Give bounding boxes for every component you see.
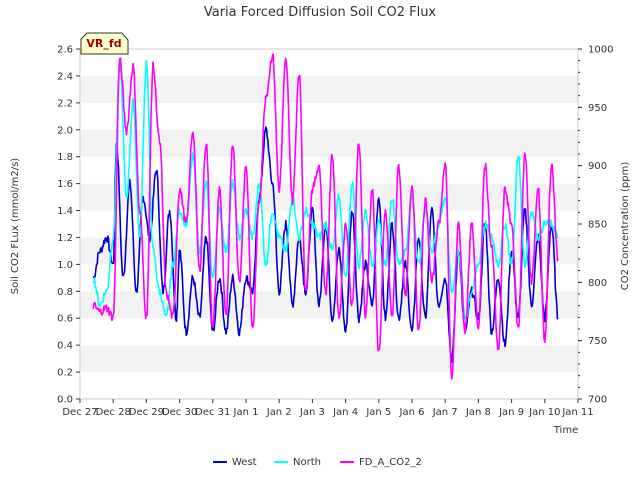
x-tick-label: Jan 3 xyxy=(299,407,325,418)
y-axis-label: Soil CO2 FLux (mmol/m2/s) xyxy=(10,158,21,295)
y2-tick-label: 900 xyxy=(588,161,607,172)
grid-band xyxy=(80,318,578,346)
series-layer xyxy=(92,53,559,380)
legend-label-fd-a-co2-2: FD_A_CO2_2 xyxy=(359,457,422,468)
x-tick-label: Jan 5 xyxy=(365,407,391,418)
x-tick-label: Dec 29 xyxy=(129,407,164,418)
legend-label-west: West xyxy=(232,457,257,468)
y2-tick-label: 950 xyxy=(588,103,607,114)
y-tick-label: 2.2 xyxy=(57,98,73,109)
grid-band xyxy=(80,49,578,76)
grid-band xyxy=(80,345,578,373)
badge-label: VR_fd xyxy=(86,37,121,50)
x-tick-label: Jan 10 xyxy=(528,407,560,418)
x-tick-label: Dec 28 xyxy=(96,407,131,418)
y2-tick-label: 1000 xyxy=(588,45,613,56)
y-tick-label: 2.6 xyxy=(57,45,73,56)
grid-band xyxy=(80,102,578,130)
x-tick-label: Jan 1 xyxy=(233,407,259,418)
legend-item-fd-a-co2-2: FD_A_CO2_2 xyxy=(340,457,422,468)
x-tick-label: Jan 6 xyxy=(399,407,425,418)
x-tick-label: Dec 27 xyxy=(62,407,97,418)
y2-axis-label: CO2 Concentration (ppm) xyxy=(620,162,631,291)
y-tick-label: 0.8 xyxy=(57,287,73,298)
badge-shape xyxy=(80,32,129,55)
y-tick-label: 2.4 xyxy=(57,71,73,82)
legend-item-north: North xyxy=(274,457,321,468)
series-line-fd-a-co2-2 xyxy=(92,53,559,380)
legend-item-west: West xyxy=(213,457,257,468)
grid-band xyxy=(80,75,578,103)
grid-band xyxy=(80,156,578,184)
vr-badge: VR_fd xyxy=(80,32,129,55)
x-tick-label: Jan 8 xyxy=(465,407,491,418)
y-tick-label: 1.2 xyxy=(57,233,73,244)
grid-band xyxy=(80,129,578,157)
x-tick-label: Jan 11 xyxy=(561,407,593,418)
y2-tick-label: 800 xyxy=(588,278,607,289)
y-tick-label: 1.6 xyxy=(57,179,73,190)
x-tick-label: Jan 9 xyxy=(498,407,524,418)
y2-tick-label: 700 xyxy=(588,395,607,406)
y-tick-label: 1.0 xyxy=(57,260,73,271)
y-tick-label: 1.8 xyxy=(57,152,73,163)
y-tick-label: 0.0 xyxy=(57,395,73,406)
x-tick-label: Jan 2 xyxy=(266,407,292,418)
x-tick-label: Dec 30 xyxy=(162,407,197,418)
grid-band xyxy=(80,372,578,399)
grid-band xyxy=(80,291,578,319)
axes: 0.0 0.2 0.4 0.6 0.8 1.0 1.2 1.4 1.6 1.8 2.0 2.2 2.4 2… xyxy=(57,45,613,419)
series-line-north xyxy=(92,57,559,320)
x-tick-label: Jan 4 xyxy=(332,407,358,418)
y-tick-label: 1.4 xyxy=(57,206,73,217)
y2-tick-label: 850 xyxy=(588,220,607,231)
chart-title: Varia Forced Diffusion Soil CO2 Flux xyxy=(204,5,437,20)
y-tick-label: 2.0 xyxy=(57,125,73,136)
x-axis-label: Time xyxy=(553,425,578,436)
y-tick-label: 0.2 xyxy=(57,368,73,379)
y-tick-label: 0.6 xyxy=(57,314,73,325)
legend: West North FD_A_CO2_2 xyxy=(213,457,422,468)
y-tick-label: 0.4 xyxy=(57,341,73,352)
x-tick-label: Jan 7 xyxy=(432,407,458,418)
x-tick-label: Dec 31 xyxy=(195,407,230,418)
legend-label-north: North xyxy=(293,457,321,468)
y2-tick-label: 750 xyxy=(588,336,607,347)
